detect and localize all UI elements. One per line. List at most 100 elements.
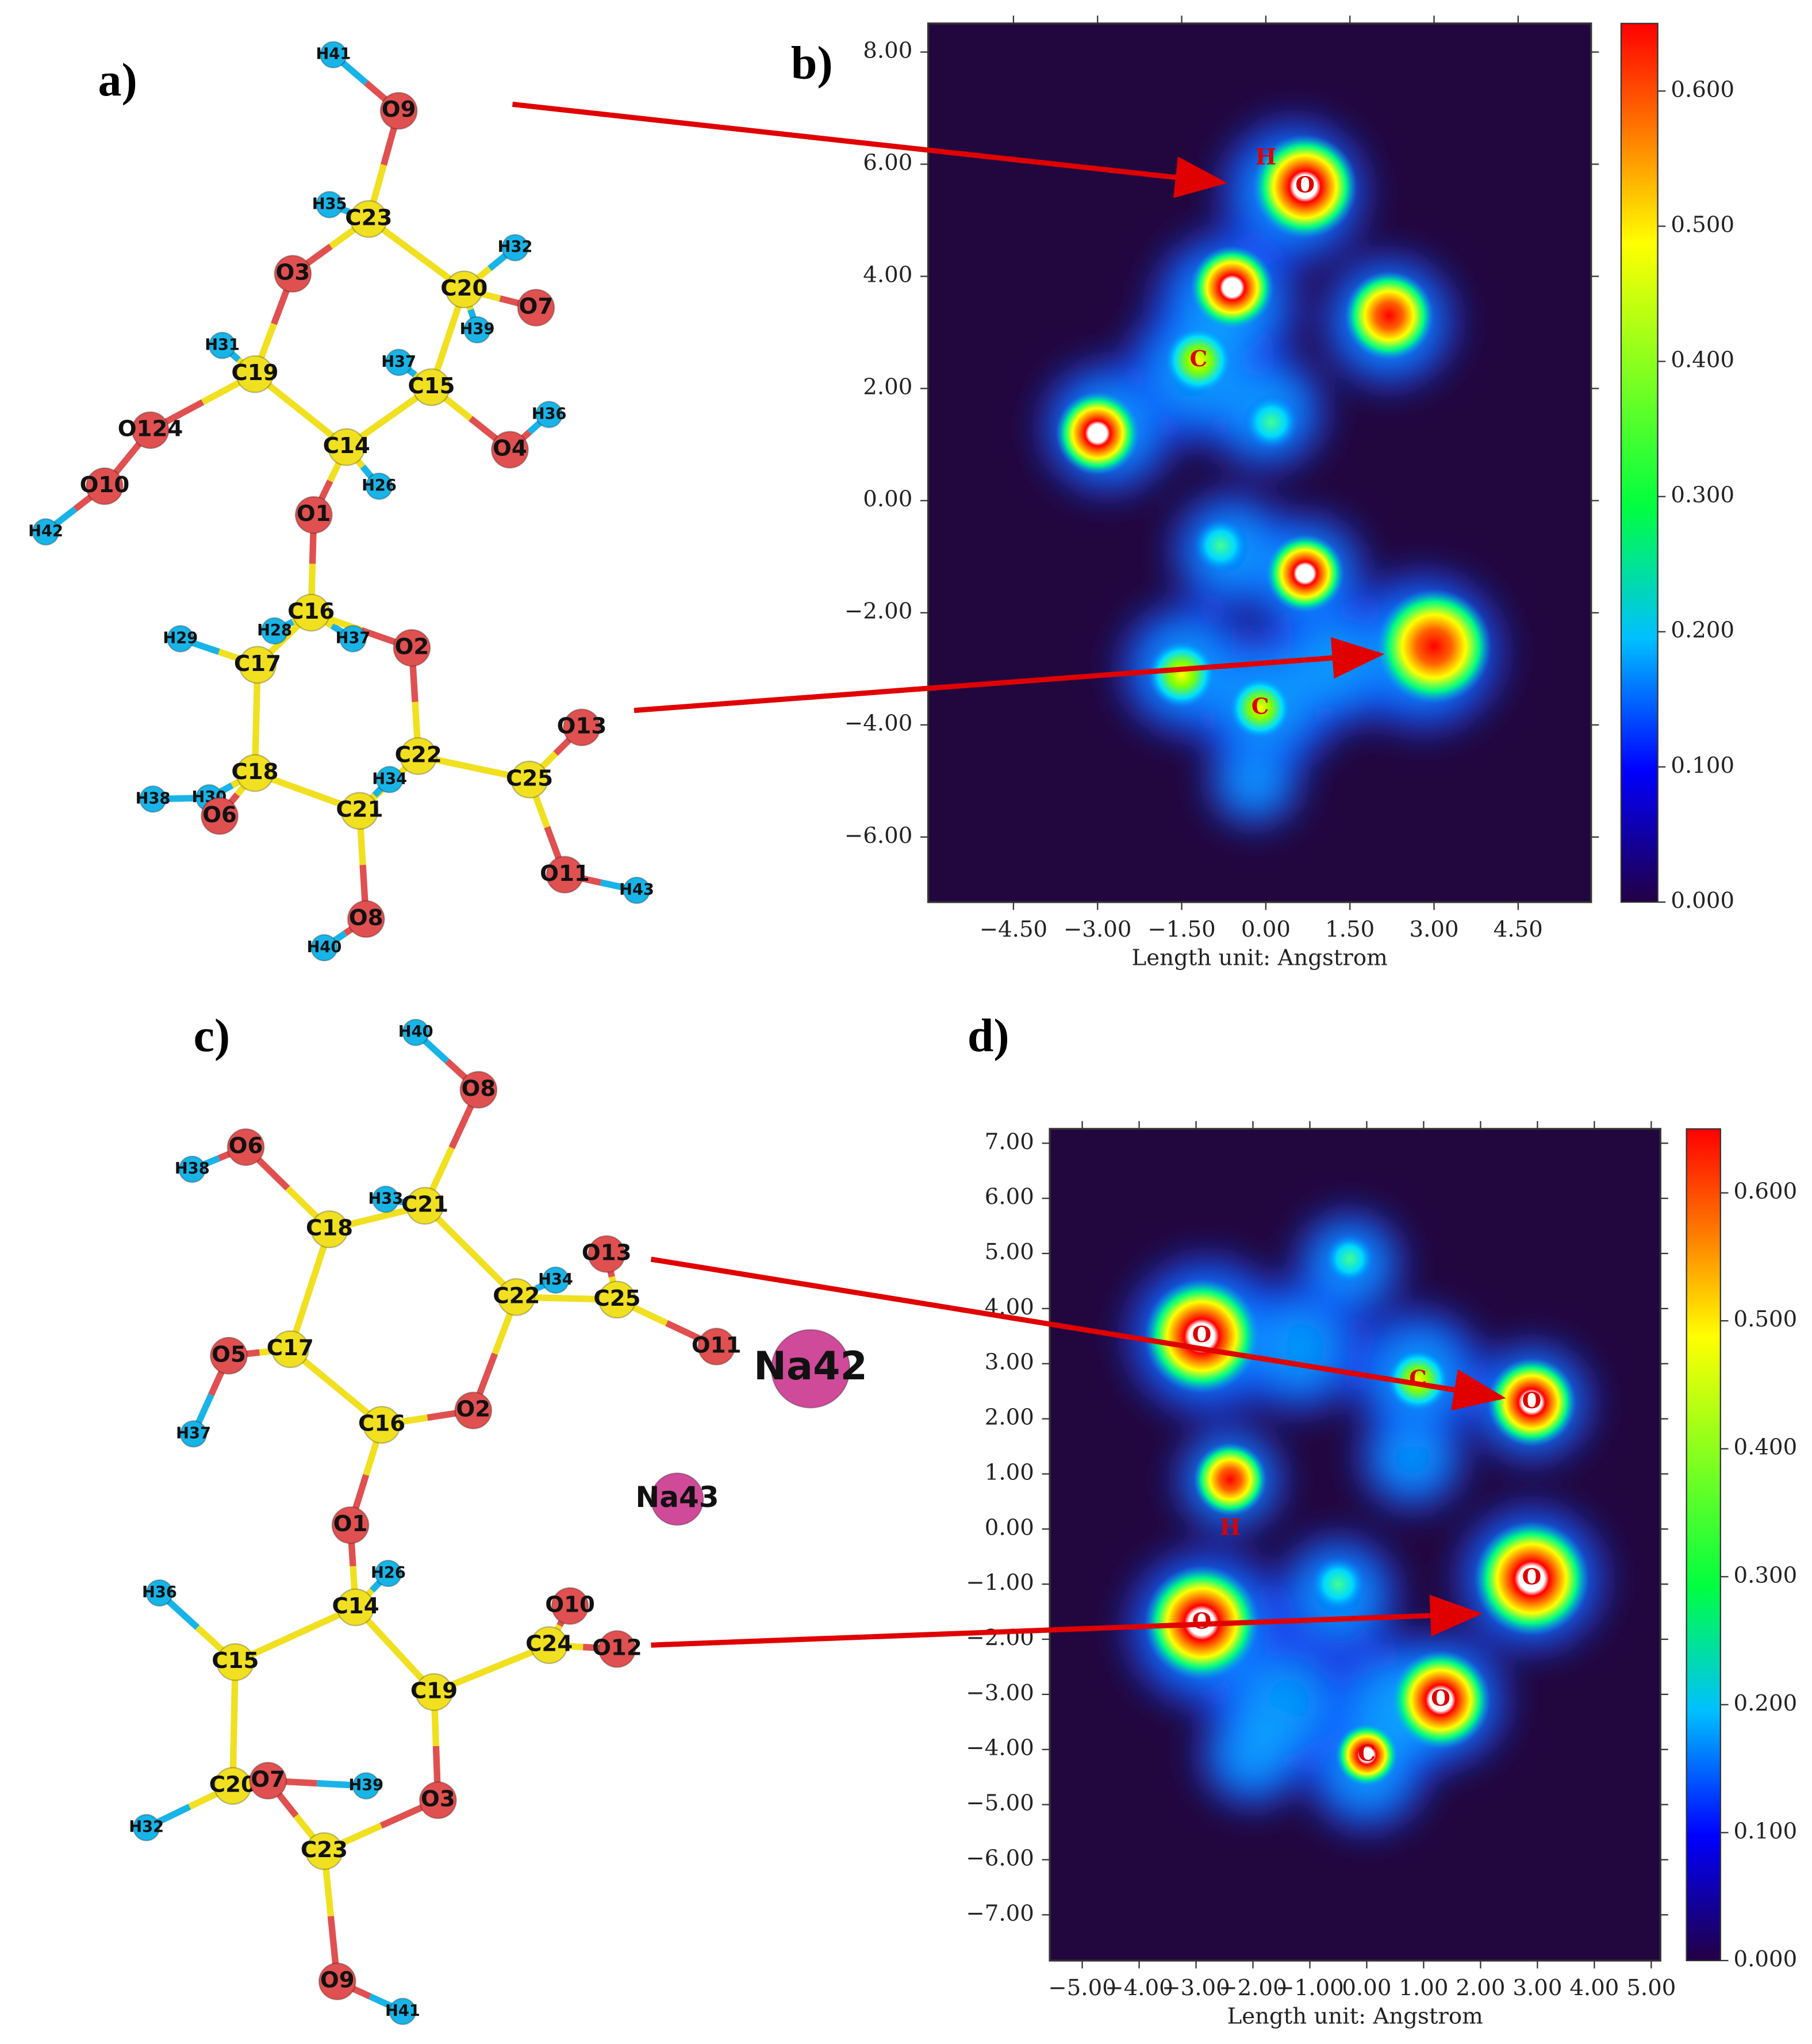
atom	[316, 191, 343, 218]
colorbar-tick-label: 0.000	[1734, 1946, 1798, 1972]
atom-label: C19	[231, 360, 278, 386]
arrow	[650, 1256, 1506, 1411]
atom-label: O4	[493, 436, 527, 462]
panel-label: b)	[791, 37, 833, 89]
atom	[412, 368, 451, 407]
density-base-blob	[1227, 753, 1283, 808]
atom	[459, 1071, 498, 1109]
y-tick-label: −5.00	[966, 1790, 1034, 1816]
atom	[249, 1762, 287, 1800]
atom-label: O10	[545, 1592, 595, 1618]
atom-label: O7	[251, 1767, 285, 1793]
atom-label: O3	[421, 1786, 455, 1812]
colorbar-tick-label: 0.400	[1734, 1435, 1798, 1460]
atom-label: H39	[348, 1777, 383, 1794]
atom	[623, 876, 651, 904]
atom	[375, 765, 404, 793]
density-peak	[1474, 1521, 1590, 1636]
atom-label: O1	[333, 1511, 368, 1537]
atom-label: C18	[306, 1215, 353, 1241]
atom	[363, 1406, 401, 1444]
atom	[365, 472, 393, 500]
atom-label: H28	[257, 622, 292, 639]
atom	[501, 233, 529, 262]
atom	[239, 646, 277, 684]
atom	[542, 1266, 570, 1294]
atom	[294, 496, 333, 534]
colorbar-tick-label: 0.600	[1734, 1179, 1798, 1205]
map-atom-label: H	[1256, 144, 1277, 170]
atom	[131, 411, 170, 450]
y-tick-label: 4.00	[863, 262, 912, 288]
bonds	[44, 52, 718, 2015]
atom-label: O2	[394, 634, 429, 659]
atom	[320, 41, 347, 69]
density-peak	[1055, 392, 1140, 475]
atom	[402, 1018, 430, 1046]
x-tick-label: 0.00	[1342, 1975, 1391, 2001]
x-tick-label: −4.50	[980, 916, 1047, 942]
atom	[697, 1328, 736, 1366]
density-peak	[1164, 326, 1233, 394]
atom-label: C17	[267, 1335, 314, 1361]
density-peak	[1147, 641, 1216, 708]
atom	[310, 1210, 349, 1248]
atom-label: C21	[401, 1192, 448, 1218]
x-axis-label: Length unit: Angstrom	[1227, 2004, 1483, 2030]
atom-label: H43	[619, 881, 654, 899]
atom-label: O11	[692, 1333, 742, 1359]
atom-label: H36	[142, 1583, 177, 1601]
density-base-blob	[1259, 1307, 1338, 1387]
atom-label: H38	[136, 789, 171, 807]
colorbar	[1686, 1128, 1721, 1962]
atom	[530, 1626, 569, 1665]
y-tick-label: −7.00	[966, 1900, 1034, 1926]
atom	[32, 518, 60, 546]
y-tick-label: −6.00	[966, 1846, 1034, 1872]
x-tick-label: 4.00	[1569, 1975, 1619, 2001]
atom	[385, 348, 413, 377]
arrow	[512, 101, 1228, 198]
atom	[166, 625, 194, 653]
y-tick-label: 8.00	[863, 38, 912, 64]
atom	[588, 1235, 626, 1273]
atom	[310, 934, 338, 962]
density-peak	[1229, 677, 1292, 739]
density-peak	[1253, 134, 1358, 239]
density-peak	[1309, 1555, 1368, 1613]
atom	[339, 625, 367, 653]
colorbar-tick-label: 0.600	[1671, 76, 1734, 102]
atom	[415, 1673, 453, 1711]
x-axis-label: Length unit: Angstrom	[1132, 945, 1388, 971]
atom-label: O124	[118, 416, 183, 442]
atom-label: O13	[557, 714, 607, 739]
y-tick-label: 5.00	[985, 1239, 1034, 1265]
atom	[85, 467, 124, 505]
y-tick-label: 0.00	[985, 1514, 1034, 1540]
density-peak	[1487, 1357, 1576, 1447]
atom	[226, 1128, 265, 1167]
map-atom-label: O	[1192, 1322, 1212, 1348]
atom-label: H33	[368, 1190, 403, 1207]
atom-label: O6	[202, 802, 237, 828]
atom-label: O9	[382, 97, 416, 122]
x-tick-label: 3.00	[1512, 1975, 1562, 2001]
atom	[318, 1962, 356, 2001]
atom	[598, 1630, 636, 1668]
x-tick-label: 0.00	[1241, 916, 1291, 942]
y-tick-label: 6.00	[985, 1184, 1034, 1210]
atom	[517, 289, 555, 327]
y-tick-label: −1.00	[966, 1570, 1034, 1596]
atom	[399, 737, 437, 775]
atom-label: O8	[349, 905, 383, 931]
colorbar-tick-label: 0.200	[1671, 618, 1734, 643]
colorbar-tick-label: 0.100	[1671, 753, 1734, 779]
atom-label: C23	[345, 205, 392, 231]
y-tick-label: 0.00	[863, 486, 912, 512]
atom-label: H37	[176, 1424, 211, 1442]
atom	[419, 1781, 457, 1819]
atom-label: H34	[372, 770, 407, 788]
x-tick-label: −3.00	[1162, 1975, 1230, 2001]
atom-label: H26	[371, 1564, 406, 1582]
